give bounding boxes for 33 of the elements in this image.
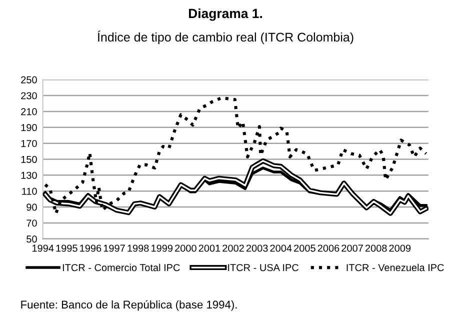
- y-tick-label: 230: [21, 92, 37, 100]
- x-tick-label: 1999: [152, 244, 173, 252]
- y-tick-label: 90: [26, 204, 37, 211]
- y-tick-label: 150: [21, 156, 37, 163]
- y-tick-label: 70: [26, 220, 37, 227]
- x-tick-label: 2005: [294, 244, 316, 252]
- x-tick-label: 1997: [104, 244, 125, 252]
- legend-label: ITCR - USA IPC: [228, 264, 299, 272]
- x-tick-label: 2003: [246, 244, 268, 252]
- legend-label: ITCR - Comercio Total IPC: [62, 264, 180, 272]
- y-tick-label: 250: [21, 76, 37, 84]
- x-tick-label: 2007: [342, 244, 363, 252]
- x-tick-label: 2008: [365, 244, 387, 252]
- x-tick-label: 2002: [222, 244, 244, 252]
- x-tick-label: 2000: [175, 244, 196, 252]
- x-tick-label: 1994: [32, 244, 54, 252]
- y-tick-label: 130: [21, 172, 37, 179]
- y-tick-label: 50: [26, 236, 37, 243]
- legend-label: ITCR - Venezuela IPC: [346, 264, 444, 272]
- y-tick-label: 190: [21, 124, 37, 132]
- chart-title: Diagrama 1.: [188, 8, 262, 21]
- y-tick-label: 210: [21, 108, 37, 116]
- x-tick-label: 1998: [128, 244, 149, 252]
- y-tick-label: 110: [22, 188, 37, 195]
- source-note: Fuente: Banco de la República (base 1994).: [21, 300, 237, 311]
- x-tick-label: 1995: [56, 244, 78, 252]
- x-tick-label: 2009: [389, 244, 411, 252]
- x-tick-label: 1996: [80, 244, 102, 252]
- x-tick-label: 2006: [318, 244, 340, 252]
- x-tick-label: 2001: [198, 244, 220, 252]
- chart-subtitle: Índice de tipo de cambio real (ITCR Colombia): [98, 30, 354, 44]
- x-tick-label: 2004: [270, 244, 292, 252]
- y-tick-label: 170: [21, 140, 37, 148]
